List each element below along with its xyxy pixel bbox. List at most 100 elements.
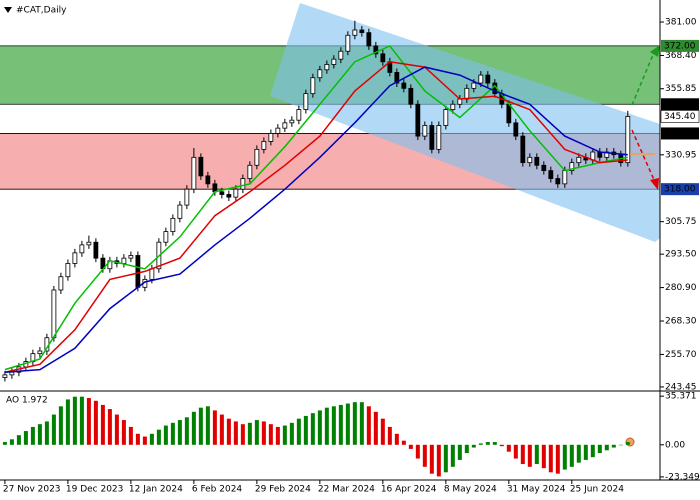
x-tick-label: 31 May 2024: [507, 485, 566, 495]
ao-bar: [555, 444, 560, 474]
ao-bar: [121, 420, 126, 445]
ao-bar: [450, 444, 455, 467]
y-tick-label: 255.70: [665, 350, 697, 360]
candle-body: [366, 32, 372, 47]
candle-body: [37, 350, 43, 355]
candle-body: [562, 170, 568, 185]
candle-body: [541, 164, 547, 171]
y-tick-label: 355.85: [665, 84, 697, 94]
candle-body: [261, 141, 267, 150]
candle-body: [86, 241, 92, 246]
ao-bar: [156, 429, 161, 445]
level-label: 350.00: [664, 100, 696, 110]
ao-bar: [2, 442, 7, 445]
candle-body: [247, 164, 253, 179]
ao-bar: [170, 422, 175, 445]
ao-bar: [380, 418, 385, 445]
candle-body: [128, 255, 134, 259]
ao-bar: [23, 431, 28, 445]
symbol-icon: [4, 7, 12, 13]
candle-body: [345, 34, 351, 52]
candle-body: [163, 231, 169, 243]
ao-bar: [9, 439, 14, 445]
ao-bar: [254, 420, 259, 445]
candle-body: [226, 194, 232, 198]
ao-bar: [422, 444, 427, 467]
candle-body: [485, 74, 491, 84]
x-tick-label: 16 Apr 2024: [381, 485, 437, 495]
y-tick-label: 293.50: [665, 250, 697, 260]
candle-body: [471, 82, 477, 89]
candle-body: [233, 188, 239, 198]
candle-body: [576, 156, 582, 164]
ao-bar: [527, 444, 532, 467]
ao-bar: [177, 420, 182, 445]
candle-body: [149, 268, 155, 280]
ao-bar: [268, 424, 273, 445]
candle-body: [9, 371, 15, 376]
candle-body: [72, 252, 78, 264]
plot: [2, 20, 631, 382]
price-label-bg: [660, 110, 700, 123]
x-tick-label: 12 Jan 2024: [129, 485, 183, 495]
candle-body: [457, 98, 463, 105]
ao-bar: [303, 415, 308, 445]
candle-body: [135, 255, 141, 288]
ao-bar: [289, 422, 294, 445]
y-tick-label: 268.30: [665, 317, 697, 327]
ao-bar: [597, 444, 602, 454]
candle-body: [212, 183, 218, 193]
candle-body: [275, 127, 281, 134]
ao-bar: [534, 444, 539, 465]
y-tick-label: 330.95: [665, 150, 697, 160]
down-arrow-head: [650, 178, 659, 190]
candle-body: [2, 374, 8, 378]
ao-bar: [275, 426, 280, 445]
ao-bar: [499, 444, 504, 447]
ao-bar: [387, 426, 392, 445]
ao-bar: [163, 425, 168, 445]
ma-line: [4, 61, 628, 373]
candle-body: [401, 82, 407, 89]
candle-body: [254, 148, 260, 166]
ao-bar: [135, 433, 140, 445]
ao-bar: [58, 406, 63, 445]
ao-bar: [51, 414, 56, 445]
level-label: 318.00: [664, 185, 696, 195]
indicator-tick-label: 0.00: [665, 440, 685, 450]
candle-body: [464, 87, 470, 100]
x-tick-label: 19 Dec 2023: [66, 485, 124, 495]
ao-bar: [590, 444, 595, 458]
ao-bar: [261, 421, 266, 445]
candle-body: [317, 69, 323, 79]
ao-bar: [86, 398, 91, 445]
level-label: 339.00: [664, 129, 696, 139]
ao-bar: [625, 442, 630, 445]
ao-bar: [198, 407, 203, 445]
candle-body: [65, 263, 71, 278]
ao-bar: [359, 402, 364, 445]
ao-bar: [429, 444, 434, 474]
ao-bar: [569, 444, 574, 467]
candle-body: [520, 135, 526, 164]
ao-bar: [373, 411, 378, 445]
ao-bar: [471, 444, 476, 448]
candle-body: [177, 204, 183, 219]
ao-bar: [604, 444, 609, 451]
ao-bar: [128, 426, 133, 445]
x-tick-label: 6 Feb 2024: [192, 485, 243, 495]
x-tick-label: 22 Mar 2024: [318, 485, 375, 495]
ao-bar: [282, 425, 287, 445]
ao-bar: [37, 424, 42, 445]
ao-bar: [212, 410, 217, 445]
ao-bar: [513, 444, 518, 459]
ao-bar: [44, 421, 49, 445]
ao-bar: [100, 404, 105, 445]
ma-line: [4, 66, 628, 373]
ao-bar: [576, 444, 581, 463]
ao-bar: [296, 418, 301, 445]
ao-bar: [247, 422, 252, 445]
ao-bar: [618, 444, 623, 446]
candle-body: [429, 125, 435, 150]
candle-body: [555, 178, 561, 185]
